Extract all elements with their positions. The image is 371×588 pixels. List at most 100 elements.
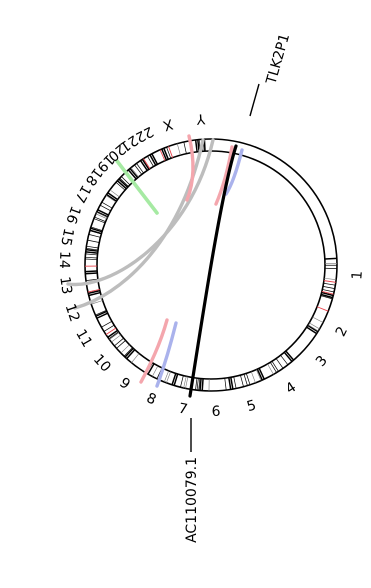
cytoband [109,189,120,198]
chr-boundary [321,291,334,297]
cytoband [95,213,107,219]
chr-label-7: 7 [177,401,189,418]
cytoband [168,146,174,158]
cytoband [270,362,277,373]
chr-boundary [199,378,202,391]
cytoband [114,337,124,347]
chr-12-bands [88,291,108,317]
chr-label-5: 5 [245,397,258,415]
chr-boundary [324,257,337,260]
cytoband [85,278,98,281]
chr-6-bands [201,377,232,391]
chr-label-16: 16 [62,204,83,226]
chr-boundary [95,310,108,317]
chr-10-bands [108,331,134,358]
cytoband [105,195,117,203]
cytoband [95,309,107,316]
cytoband [195,378,198,391]
chr-boundary [129,167,139,179]
chr-label-6: 6 [211,404,221,420]
cytoband [131,353,140,363]
chr-boundary [163,147,169,160]
blue-link-a [224,148,244,196]
chr-boundary [307,324,319,333]
chr-label-17: 17 [71,182,94,205]
chr-label-14: 14 [56,251,73,269]
chr-boundary [256,368,263,381]
chr-13-bands [85,272,101,295]
cytoband [198,378,201,391]
chr-boundary [141,158,150,170]
chr-boundary [173,373,179,386]
chr-2-bands [307,293,333,333]
chr-15-bands [85,229,102,252]
cytoband [180,375,184,388]
chr-label-15: 15 [57,227,76,248]
cytoband [93,218,106,224]
chr-4-bands [258,351,293,380]
chr-11-bands [96,312,119,338]
cytoband [119,177,129,187]
highlight-link [188,144,238,398]
cytoband [322,289,335,293]
cytoband [324,277,337,280]
cytoband [271,361,279,372]
cytoband [111,334,122,343]
cytoband [86,245,99,249]
chr-20-bands [129,160,148,179]
chr-label-13: 13 [56,276,74,296]
cytoband [321,291,334,295]
chr-label-9: 9 [116,375,133,393]
chr-5-bands [230,368,263,390]
cytoband [115,181,126,191]
cytoband [123,347,133,357]
cytoband [183,376,187,389]
chr-label-12: 12 [62,302,83,324]
chr-boundary [96,312,108,319]
chr-boundary [139,160,148,171]
cytoband [196,378,199,391]
chr-boundary [283,351,293,363]
chr-18-bands [107,180,127,201]
cytoband [152,365,159,377]
cytoband [101,320,113,328]
chr-boundary [118,178,129,188]
cytoband [183,141,187,154]
chr-label-y: Y [195,110,206,127]
cytoband [309,322,320,330]
cytoband [94,216,106,222]
red-link-b [214,145,234,206]
cytoband [87,239,100,243]
cytoband [322,286,335,289]
chr-boundary [90,227,103,233]
chr-label-2: 2 [333,324,351,339]
chr-19-bands [118,169,137,188]
cytoband [103,324,115,332]
cytoband [96,212,108,218]
chr-boundary [88,289,101,295]
red-link-a [185,134,195,202]
cytoband [176,143,181,156]
cytoband [307,324,319,332]
cytoband [109,331,120,340]
cytoband [323,282,336,286]
cytoband [105,327,117,335]
chr-boundary [161,148,168,161]
chr-boundary [126,349,136,360]
cytoband [185,376,189,389]
chr-boundary [194,139,198,152]
cytoband [85,258,98,260]
cytoband [312,316,324,323]
cytoband [224,378,227,391]
cytoband [134,164,143,175]
top-gene-label: TLK2P1 [263,32,293,87]
cytoband [99,204,111,212]
chr-boundary [88,291,101,297]
red-link-c [139,318,169,384]
chr-boundary [285,350,295,361]
link-layer [66,134,244,398]
chr-boundary [85,270,98,273]
chr-boundary [97,209,109,216]
green-link [115,159,159,215]
